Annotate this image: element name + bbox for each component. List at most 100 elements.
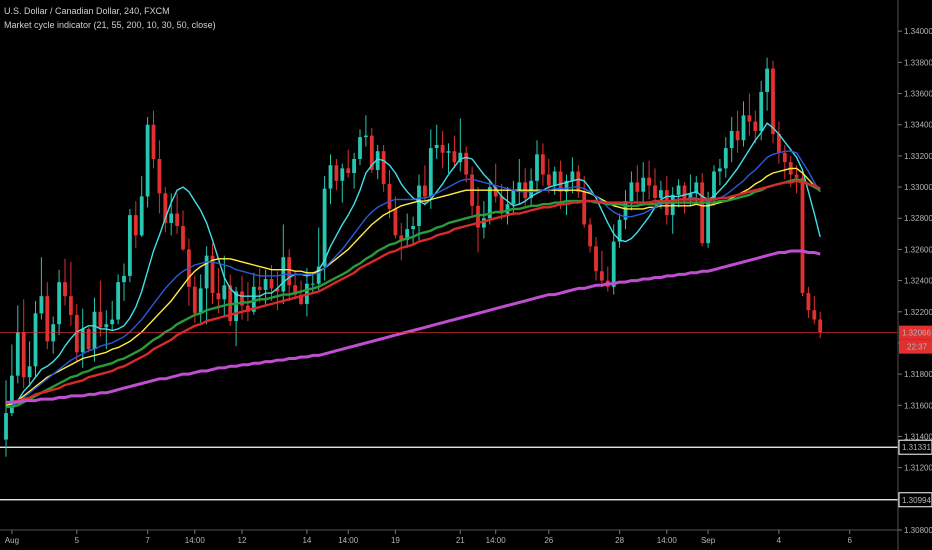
candle-body [98,311,103,328]
candle-body [582,191,587,225]
hline-label-box [898,439,932,455]
candle-body [688,193,693,200]
candle-body [151,124,156,159]
candle-body [706,199,710,244]
candle-body [251,286,256,312]
price-tick-label: 1.32800 [904,214,932,223]
time-tick-label: 14:00 [185,536,206,545]
time-tick-label: 4 [777,536,782,545]
candle-body [316,266,321,284]
candle-body [487,187,492,219]
candle-body [735,130,740,141]
candle-body [352,159,356,174]
candle-body [812,310,817,320]
candle-body [782,152,787,163]
candle-body [493,187,498,197]
candle-body [216,293,221,300]
time-tick-label: 14:00 [657,536,678,545]
candle-body [600,271,604,281]
time-tick-label: 5 [75,536,80,545]
candle-body [92,311,97,350]
candle-body [74,314,79,353]
candle-body [204,255,209,289]
candle-body [222,285,227,300]
time-tick-label: 6 [847,536,852,545]
candle-body [541,154,545,175]
candle-body [45,296,50,342]
last-price-badge [899,325,932,340]
moving-average-line [6,122,821,408]
candle-body [794,174,799,178]
candle-body [299,294,303,304]
candle-body [257,286,262,290]
time-tick-label: Aug [5,536,19,545]
candle-body [145,124,150,197]
moving-average-line [6,178,821,409]
candle-body [700,182,705,244]
price-tick-label: 1.31600 [904,401,932,410]
price-tick-label: 1.31400 [904,432,932,441]
candle-body [446,151,451,153]
candle-body [564,180,569,192]
time-tick-label: 19 [391,536,400,545]
candle-body [452,151,457,163]
candle-body [647,177,651,186]
price-axis[interactable]: 1.34000 1.33800 1.33600 1.33400 1.33200 1.330… [897,0,932,550]
candle-body [86,328,91,350]
price-tick-label: 1.33400 [904,121,932,130]
candle-body [806,293,811,311]
candles [4,57,823,457]
candle-body [381,151,386,184]
price-tick-label: 1.34000 [904,27,932,36]
symbol-title: U.S. Dollar / Canadian Dollar, 240, FXCM [4,6,170,16]
countdown-label: 22:37 [907,343,928,352]
moving-averages [5,122,821,409]
candle-body [629,182,634,202]
candle-body [375,151,380,170]
time-tick-label: Sep [701,536,716,545]
candle-body [482,218,486,228]
candle-body [499,196,504,214]
moving-average-line [6,179,821,404]
candle-body [181,226,185,250]
candle-body [558,171,563,192]
candle-body [588,224,592,247]
candle-body [741,115,746,141]
time-tick-label: 28 [615,536,624,545]
candle-body [310,283,315,285]
candle-body [411,226,415,230]
candle-body [682,185,687,200]
candle-body [139,196,144,236]
price-tick-label: 1.33800 [904,58,932,67]
candle-body [659,190,663,198]
candle-body [10,375,14,414]
candle-body [287,257,292,286]
candle-body [623,201,628,220]
candle-body [594,246,598,272]
candle-body [198,288,203,314]
candle-body [765,68,769,92]
candle-body [712,171,716,200]
candle-body [771,68,775,135]
time-axis[interactable]: Aug 5 7 14:00 12 14 14:00 19 21 14:00 26 28 14:00 Sep… [0,529,898,545]
candle-body [104,324,109,328]
candle-body [322,188,327,267]
candle-body [552,171,557,186]
candle-body [293,285,297,295]
candle-body [21,332,26,378]
candle-body [405,229,410,241]
candle-body [535,154,539,181]
price-tick-label: 1.33200 [904,152,932,161]
candle-body [517,182,522,191]
time-tick-label: 14:00 [486,536,507,545]
candle-body [358,137,362,159]
candle-body [192,286,197,314]
candle-body [676,185,681,195]
time-tick-label: 14 [302,536,311,545]
candle-body [157,159,162,194]
indicator-title: Market cycle indicator (21, 55, 200, 10,… [4,20,216,30]
price-tick-label: 1.32600 [904,245,932,254]
candle-body [635,182,640,192]
candle-body [4,413,8,440]
